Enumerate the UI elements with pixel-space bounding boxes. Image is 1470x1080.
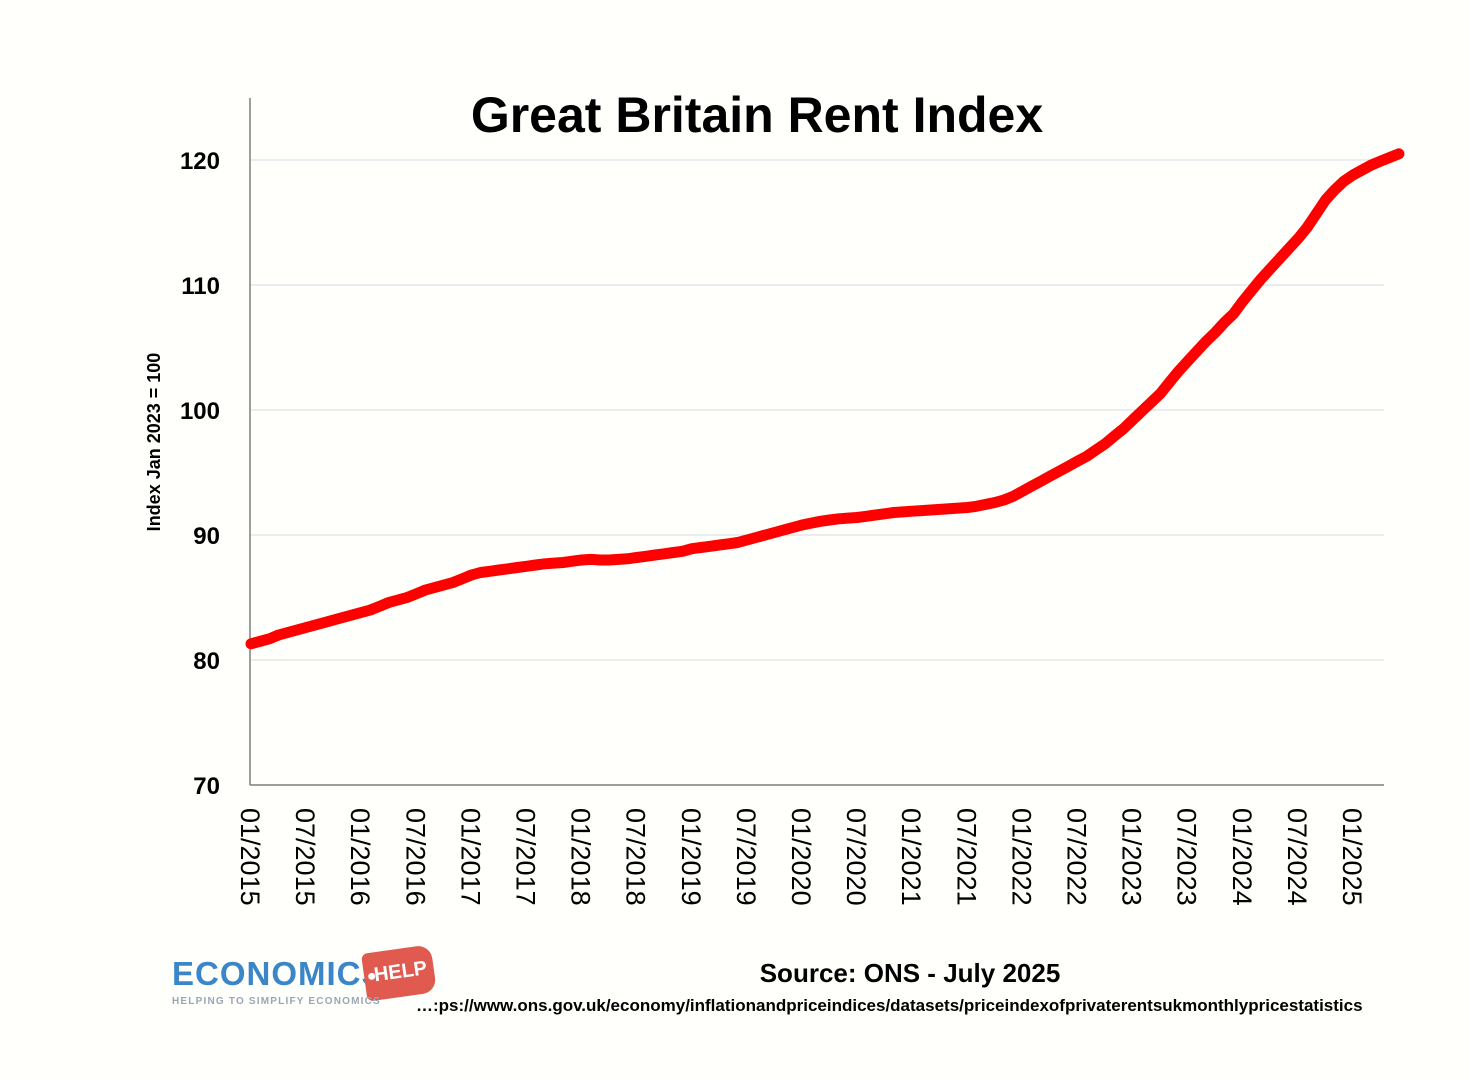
economics-help-logo: ECONOMICS HELP HELPING TO SIMPLIFY ECONO…: [172, 944, 442, 1015]
x-tick-label-01-2019: 01/2019: [676, 808, 706, 906]
x-tick-label-01-2023: 01/2023: [1117, 808, 1147, 906]
y-tick-label-80: 80: [193, 648, 220, 675]
source-note: Source: ONS - July 2025: [759, 958, 1061, 988]
y-tick-label-110: 110: [181, 273, 220, 300]
x-tick-label-01-2024: 01/2024: [1227, 808, 1257, 906]
gridlines: [250, 159, 1384, 661]
x-tick-label-01-2020: 01/2020: [786, 808, 816, 906]
x-tick-label-01-2018: 01/2018: [566, 808, 596, 906]
logo-tag-icon: HELP: [361, 944, 437, 1002]
y-axis-label: Index Jan 2023 = 100: [144, 353, 164, 532]
x-tick-label-07-2020: 07/2020: [841, 808, 871, 906]
logo-tagline: HELPING TO SIMPLIFY ECONOMICS: [172, 996, 381, 1007]
x-tick-label-07-2015: 07/2015: [290, 808, 320, 906]
y-tick-label-120: 120: [180, 148, 220, 175]
x-tick-label-07-2024: 07/2024: [1282, 808, 1312, 906]
x-tick-label-01-2022: 01/2022: [1006, 808, 1036, 906]
x-axis-ticks: 01/2015 07/2015 01/2016 07/2016 01/2017 07/20…: [235, 808, 1367, 906]
x-tick-label-07-2017: 07/2017: [511, 808, 541, 906]
y-tick-label-100: 100: [180, 398, 220, 425]
x-tick-label-07-2019: 07/2019: [731, 808, 761, 906]
logo-tag-text: HELP: [372, 957, 429, 987]
x-tick-label-07-2018: 07/2018: [621, 808, 651, 906]
y-tick-label-70: 70: [193, 773, 220, 800]
logo-word: ECONOMICS: [172, 955, 385, 992]
x-tick-label-07-2023: 07/2023: [1172, 808, 1202, 906]
source-url: …:ps://www.ons.gov.uk/economy/inflationa…: [416, 996, 1363, 1015]
x-tick-label-01-2016: 01/2016: [345, 808, 375, 906]
x-tick-label-01-2021: 01/2021: [896, 808, 926, 906]
x-tick-label-07-2022: 07/2022: [1062, 808, 1092, 906]
x-tick-label-07-2016: 07/2016: [400, 808, 430, 906]
series-line-rent-index: [245, 148, 1405, 650]
x-tick-label-01-2017: 01/2017: [455, 808, 485, 906]
y-axis-ticks: 70 80 90 100 110 120: [180, 148, 220, 800]
y-tick-label-90: 90: [193, 523, 220, 550]
x-tick-label-07-2021: 07/2021: [951, 808, 981, 906]
x-tick-label-01-2025: 01/2025: [1337, 808, 1367, 906]
chart-title: Great Britain Rent Index: [471, 87, 1044, 143]
x-tick-label-01-2015: 01/2015: [235, 808, 265, 906]
